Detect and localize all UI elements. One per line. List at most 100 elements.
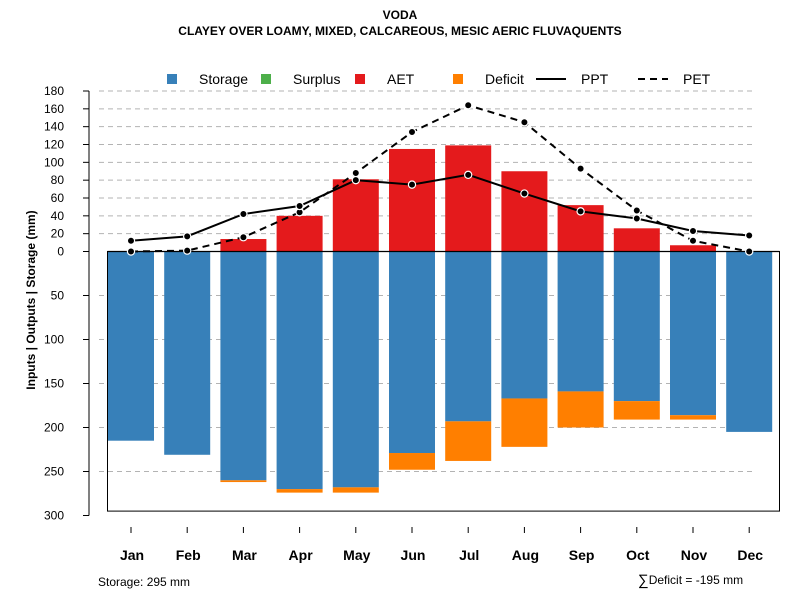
deficit-bar [501,398,548,447]
storage-bar [164,251,211,455]
pet-point [464,101,473,110]
ppt-point [407,180,417,189]
x-tick-label: Jun [401,547,426,563]
deficit-bar [332,487,379,493]
storage-bar [726,251,773,432]
deficit-bar [389,453,435,470]
y-tick-label: 150 [44,377,64,391]
deficit-bar [613,401,660,420]
aet-bar [501,171,548,252]
pet-point [745,247,754,256]
ppt-line [130,173,750,242]
y-tick-label: 120 [44,138,64,152]
x-tick-label: Sep [569,547,595,563]
pet-point [351,168,360,178]
ppt-point [182,232,192,241]
x-tick-label: Feb [176,547,201,563]
legend-swatch-storage [167,74,177,84]
storage-bar [613,251,660,402]
legend-label-storage: Storage [199,71,248,87]
x-tick-label: Aug [512,547,539,563]
ppt-point [351,175,360,185]
y-tick-label: 160 [44,102,64,116]
ppt-point [295,201,304,211]
pet-point [688,236,698,245]
y-tick-label: 80 [51,173,65,187]
y-tick-label: 180 [44,84,64,98]
x-tick-label: Jul [459,547,479,563]
aet-bar [670,245,716,252]
aet-bar [445,145,492,252]
legend-label-pet: PET [683,71,711,87]
x-tick-label: Mar [232,547,257,563]
pet-point [407,127,417,137]
aet-bar [220,239,267,252]
storage-bar [332,251,379,488]
storage-bar [389,251,435,454]
deficit-bar [670,415,716,420]
pet-point [239,233,248,242]
x-tick-label: Jan [120,547,144,563]
x-tick-label: Oct [626,547,650,563]
y-tick-label: 100 [44,155,64,169]
legend-swatch-surplus [261,74,271,84]
ppt-point [632,214,642,223]
x-tick-label: Apr [289,547,314,563]
storage-footnote: Storage: 295 mm [98,575,191,589]
aet-bar [276,215,323,252]
chart-subtitle: CLAYEY OVER LOAMY, MIXED, CALCAREOUS, ME… [178,24,622,38]
ppt-point [745,231,754,240]
deficit-bar [220,480,267,483]
y-tick-label: 60 [51,191,65,205]
aet-bar [332,179,379,252]
ppt-point [239,209,248,219]
ppt-point [576,207,585,216]
y-tick-label: 300 [44,509,64,523]
ppt-point [464,170,473,180]
ppt-point [688,226,698,236]
x-tick-label: Nov [681,547,708,563]
deficit-bar [445,421,492,461]
storage-bar [670,251,716,416]
legend-swatch-aet [355,74,365,84]
y-tick-label: 50 [51,289,65,303]
storage-bar [220,251,267,481]
storage-bar [108,251,154,441]
legend-swatch-deficit [453,74,463,84]
deficit-bar [276,489,323,493]
deficit-footnote: ∑Deficit = -195 mm [638,571,744,589]
legend-label-surplus: Surplus [293,71,340,87]
pet-line [130,104,750,253]
pet-point [632,206,642,215]
ppt-point [126,236,136,245]
x-tick-label: May [343,547,370,563]
y-tick-label: 20 [51,227,65,241]
y-tick-label: 100 [44,333,64,347]
y-tick-label: 0 [57,245,64,259]
aet-bar [389,148,435,252]
pet-point [520,118,529,127]
storage-bar [445,251,492,422]
x-tick-label: Dec [737,547,763,563]
chart-title: VODA [382,8,418,22]
y-tick-label: 200 [44,421,64,435]
y-tick-label: 40 [51,209,65,223]
pet-point [126,247,136,256]
y-tick-label: 140 [44,120,64,134]
deficit-footnote-text: Deficit = -195 mm [648,573,744,587]
legend-label-ppt: PPT [581,71,609,87]
deficit-bar [557,391,604,428]
storage-bar [501,251,548,399]
legend-label-aet: AET [387,71,415,87]
ppt-point [520,189,529,198]
legend-label-deficit: Deficit [485,71,524,87]
storage-bar [276,251,323,490]
storage-bar [557,251,604,392]
pet-point [182,246,192,255]
pet-point [576,164,585,173]
y-axis-label: Inputs | Outputs | Storage (mm) [24,210,38,390]
sigma-symbol: ∑ [638,572,649,589]
y-tick-label: 250 [44,465,64,479]
aet-bar [613,228,660,252]
